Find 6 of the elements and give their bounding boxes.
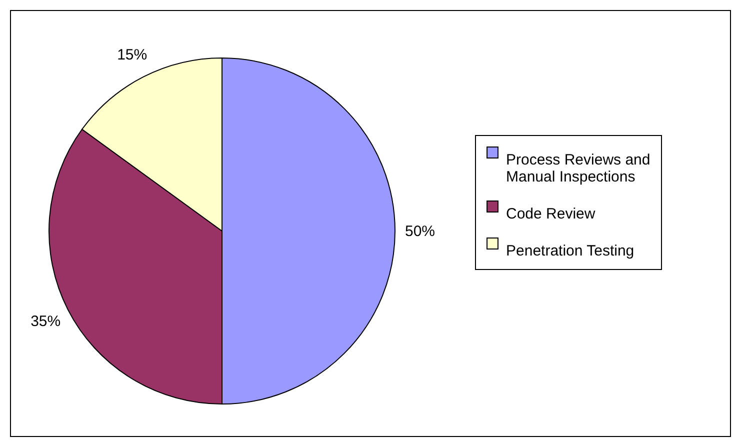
data-label: 15% [117, 46, 148, 64]
legend-label: Process Reviews and Manual Inspections [506, 152, 650, 186]
legend-label: Code Review [506, 206, 596, 222]
legend-label: Penetration Testing [506, 242, 634, 260]
data-label: 35% [30, 312, 61, 330]
data-label: 50% [404, 223, 436, 240]
